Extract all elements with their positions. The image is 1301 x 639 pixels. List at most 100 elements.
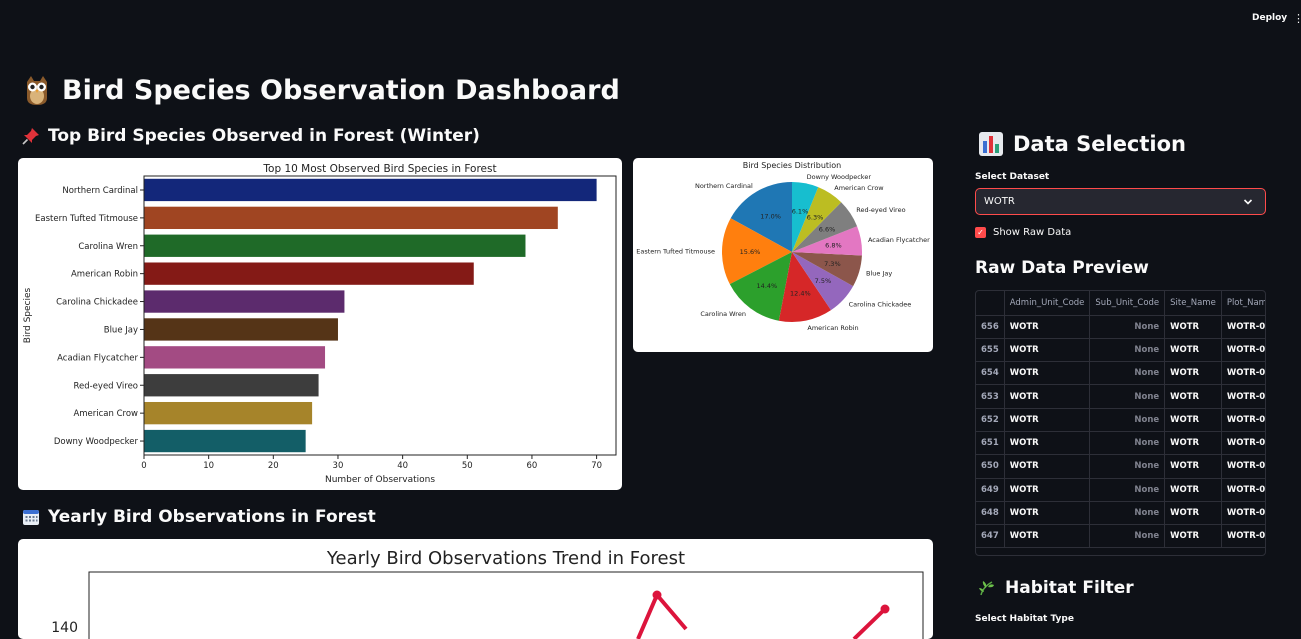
site-name-cell[interactable]: WOTR [1164, 431, 1222, 456]
raw-data-preview-heading: Raw Data Preview [975, 258, 1149, 278]
pie-category-label: Northern Cardinal [695, 182, 753, 190]
admin-unit-code-cell[interactable]: WOTR [1004, 384, 1091, 409]
admin-unit-code-cell[interactable]: WOTR [1004, 315, 1091, 339]
y-tick-label: Eastern Tufted Titmouse [35, 214, 138, 224]
site-name-cell[interactable]: WOTR [1164, 408, 1222, 432]
show-raw-data-checkbox[interactable]: ✓ Show Raw Data [975, 227, 1071, 238]
plot-name-cell[interactable]: WOTR-0001 [1221, 501, 1265, 526]
sub-unit-code-cell[interactable]: None [1089, 454, 1166, 479]
pie-category-label: American Crow [834, 184, 884, 192]
pie-pct-label: 7.3% [824, 260, 841, 268]
site-name-cell[interactable]: WOTR [1164, 315, 1222, 339]
admin-unit-code-cell[interactable]: WOTR [1004, 431, 1091, 456]
pie-pct-label: 7.5% [815, 277, 832, 285]
column-header[interactable]: Site_Name [1164, 291, 1222, 316]
column-header[interactable]: Plot_Name [1221, 291, 1265, 316]
pushpin-icon [22, 128, 39, 145]
site-name-cell[interactable]: WOTR [1164, 338, 1222, 363]
row-index-cell[interactable]: 651 [976, 431, 1005, 456]
main-menu-icon[interactable]: ⋮ [1293, 12, 1301, 25]
row-index-cell[interactable]: 650 [976, 454, 1005, 479]
plot-name-cell[interactable]: WOTR-0001 [1221, 361, 1265, 386]
site-name-cell[interactable]: WOTR [1164, 454, 1222, 479]
admin-unit-code-cell[interactable]: WOTR [1004, 361, 1091, 386]
pie-slice [722, 218, 792, 285]
plot-name-cell[interactable]: WOTR-0001 [1221, 408, 1265, 432]
pie-pct-label: 17.0% [760, 212, 781, 220]
row-index-cell[interactable]: 649 [976, 478, 1005, 502]
sub-unit-code-cell[interactable]: None [1089, 524, 1166, 549]
sub-unit-code-cell[interactable]: None [1089, 361, 1166, 386]
bar-chart-axes [143, 175, 617, 456]
plot-name-cell[interactable]: WOTR-0001 [1221, 384, 1265, 409]
row-index-cell[interactable]: 656 [976, 315, 1005, 339]
plot-name-cell[interactable]: WOTR-0001 [1221, 478, 1265, 502]
dataset-select[interactable]: WOTR [975, 188, 1266, 215]
row-index-cell[interactable]: 653 [976, 384, 1005, 409]
bar-chart-icon [979, 132, 1003, 156]
plot-name-cell[interactable]: WOTR-0001 [1221, 454, 1265, 479]
column-header[interactable]: Admin_Unit_Code [1004, 291, 1091, 316]
pie-chart-title: Bird Species Distribution [743, 161, 841, 170]
line-chart: Yearly Bird Observations Trend in Forest… [51, 548, 924, 639]
site-name-cell[interactable]: WOTR [1164, 384, 1222, 409]
bar-chart-card: Top 10 Most Observed Bird Species in For… [18, 158, 622, 490]
row-index-cell[interactable]: 652 [976, 408, 1005, 432]
sub-unit-code-cell[interactable]: None [1089, 315, 1166, 339]
habitat-filter-title: Habitat Filter [1005, 578, 1134, 598]
admin-unit-code-cell[interactable]: WOTR [1004, 524, 1091, 549]
page-title: Bird Species Observation Dashboard [62, 74, 620, 106]
sub-unit-code-cell[interactable]: None [1089, 431, 1166, 456]
sub-unit-code-cell[interactable]: None [1089, 384, 1166, 409]
pie-pct-label: 15.6% [740, 248, 761, 256]
pie-category-label: Blue Jay [866, 270, 892, 278]
plot-name-cell[interactable]: WOTR-0001 [1221, 524, 1265, 549]
data-selection-heading: Data Selection [978, 131, 1186, 157]
y-tick-label: Red-eyed Vireo [73, 381, 138, 391]
x-tick-label: 40 [397, 461, 408, 471]
plot-name-cell[interactable]: WOTR-0001 [1221, 338, 1265, 363]
admin-unit-code-cell[interactable]: WOTR [1004, 501, 1091, 526]
section-yearly-title: Yearly Bird Observations in Forest [48, 507, 376, 527]
plot-name-cell[interactable]: WOTR-0001 [1221, 315, 1265, 339]
row-index-cell[interactable]: 655 [976, 338, 1005, 363]
table-header-row: Admin_Unit_Code Sub_Unit_Code Site_Name … [976, 291, 1265, 316]
bar [144, 374, 319, 397]
sub-unit-code-cell[interactable]: None [1089, 408, 1166, 432]
checkbox-checked-icon[interactable]: ✓ [975, 227, 986, 238]
site-name-cell[interactable]: WOTR [1164, 478, 1222, 502]
admin-unit-code-cell[interactable]: WOTR [1004, 454, 1091, 479]
calendar-icon [23, 510, 39, 525]
admin-unit-code-cell[interactable]: WOTR [1004, 338, 1091, 363]
admin-unit-code-cell[interactable]: WOTR [1004, 478, 1091, 502]
row-index-cell[interactable]: 647 [976, 524, 1005, 549]
raw-data-table[interactable]: Admin_Unit_Code Sub_Unit_Code Site_Name … [975, 290, 1266, 556]
plot-name-cell[interactable]: WOTR-0001 [1221, 431, 1265, 456]
site-name-cell[interactable]: WOTR [1164, 361, 1222, 386]
admin-unit-code-cell[interactable]: WOTR [1004, 408, 1091, 432]
column-header[interactable]: Sub_Unit_Code [1089, 291, 1166, 316]
sub-unit-code-cell[interactable]: None [1089, 338, 1166, 363]
row-index-cell[interactable]: 654 [976, 361, 1005, 386]
site-name-cell[interactable]: WOTR [1164, 524, 1222, 549]
data-selection-title: Data Selection [1013, 132, 1186, 156]
line-chart-series [636, 591, 688, 639]
pie-category-label: Acadian Flycatcher [868, 236, 930, 244]
pie-category-label: Eastern Tufted Titmouse [636, 248, 715, 256]
row-index-cell[interactable]: 648 [976, 501, 1005, 526]
site-name-cell[interactable]: WOTR [1164, 501, 1222, 526]
sub-unit-code-cell[interactable]: None [1089, 501, 1166, 526]
bar-chart-title: Top 10 Most Observed Bird Species in For… [262, 163, 496, 175]
deploy-button[interactable]: Deploy [1252, 13, 1288, 23]
sub-unit-code-cell[interactable]: None [1089, 478, 1166, 502]
